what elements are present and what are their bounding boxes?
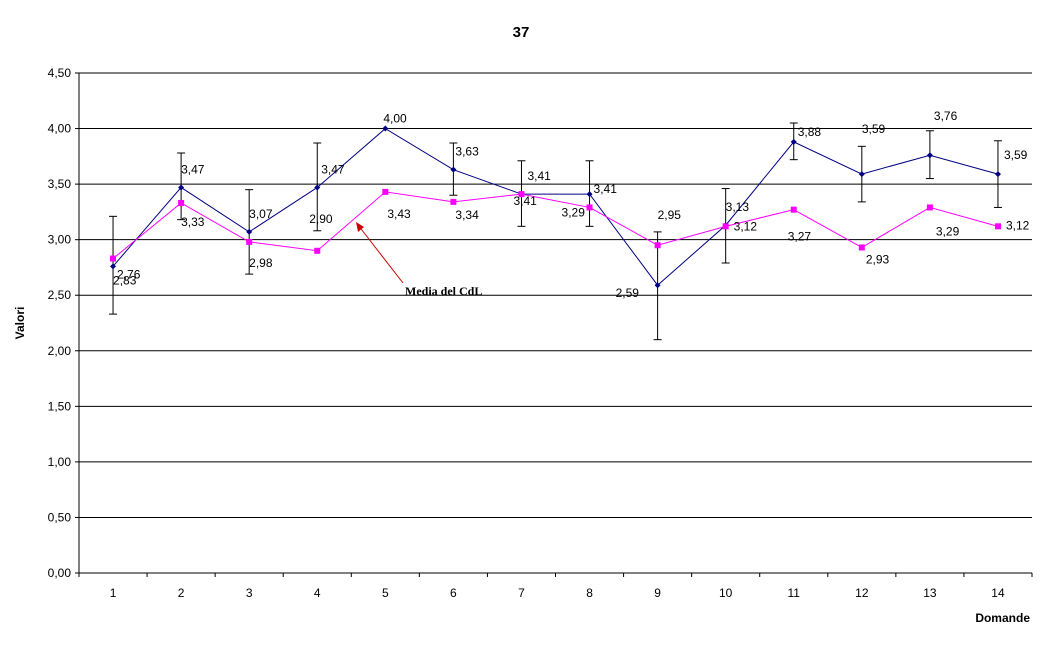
data-point-main bbox=[382, 125, 389, 132]
data-point-media-cdl bbox=[654, 242, 661, 249]
data-point-main bbox=[314, 184, 321, 191]
data-point-main bbox=[178, 184, 185, 191]
y-tick-label: 3,00 bbox=[48, 233, 72, 247]
annotation-arrow-head bbox=[356, 222, 364, 232]
error-bars bbox=[109, 122, 1002, 341]
x-tick-label: 2 bbox=[178, 586, 185, 600]
data-point-main bbox=[926, 152, 933, 159]
data-label-main: 3,07 bbox=[249, 207, 273, 221]
x-tick-label: 12 bbox=[855, 586, 869, 600]
data-label-main: 3,76 bbox=[934, 109, 958, 123]
data-label-main: 3,41 bbox=[527, 169, 551, 183]
data-point-media-cdl bbox=[178, 200, 185, 206]
x-tick-label: 7 bbox=[518, 586, 525, 600]
data-point-main bbox=[858, 171, 865, 178]
data-label-media-cdl: 3,29 bbox=[936, 224, 960, 238]
data-point-media-cdl bbox=[994, 223, 1001, 230]
data-point-main bbox=[246, 228, 253, 235]
y-tick-label: 0,50 bbox=[48, 510, 72, 524]
x-tick-label: 4 bbox=[314, 586, 321, 600]
data-label-media-cdl: 3,29 bbox=[562, 205, 586, 219]
y-axis-label: Valori bbox=[13, 307, 27, 340]
y-tick-label: 4,50 bbox=[48, 66, 72, 80]
data-label-main: 2,59 bbox=[616, 286, 640, 300]
data-label-main: 3,88 bbox=[798, 125, 822, 139]
x-tick-labels: 1 2 3 4 5 6 7 8 9 10 11 12 13 14 bbox=[110, 586, 1005, 600]
data-point-main bbox=[654, 282, 661, 289]
data-label-main: 3,41 bbox=[594, 182, 618, 196]
y-tick-labels: 0,00 0,50 1,00 1,50 2,00 2,50 3,00 3,50 4,00 4,50 bbox=[48, 66, 72, 580]
data-label-media-cdl: 2,95 bbox=[658, 208, 682, 222]
data-label-main: 3,13 bbox=[726, 200, 750, 214]
data-label-media-cdl: 2,98 bbox=[249, 256, 273, 270]
annotation: Media del CdL bbox=[356, 222, 482, 298]
chart-title: 37 bbox=[513, 24, 530, 41]
data-label-main: 3,47 bbox=[321, 162, 345, 176]
x-tick-label: 3 bbox=[246, 586, 253, 600]
x-tick-label: 8 bbox=[586, 586, 593, 600]
data-label-main: 3,59 bbox=[862, 122, 886, 136]
annotation-arrow-line bbox=[357, 224, 404, 284]
data-point-media-cdl bbox=[790, 206, 797, 213]
x-tick-label: 5 bbox=[382, 586, 389, 600]
y-tick-label: 1,00 bbox=[48, 455, 72, 469]
data-label-main: 4,00 bbox=[383, 112, 407, 126]
data-label-main: 3,47 bbox=[181, 162, 205, 176]
x-tick-label: 1 bbox=[110, 586, 117, 600]
grid-lines bbox=[79, 72, 1032, 518]
annotation-text: Media del CdL bbox=[405, 284, 482, 298]
data-label-main: 2,76 bbox=[117, 267, 141, 281]
data-label-media-cdl: 3,12 bbox=[734, 219, 758, 233]
y-tick-label: 0,00 bbox=[48, 566, 72, 580]
y-tick-label: 4,00 bbox=[48, 122, 72, 136]
data-label-media-cdl: 3,27 bbox=[788, 230, 812, 244]
data-point-main bbox=[994, 171, 1001, 178]
x-tick-label: 9 bbox=[654, 586, 661, 600]
series-line-media-cdl bbox=[112, 191, 999, 259]
series-line-main bbox=[112, 127, 999, 286]
data-label-main: 3,63 bbox=[455, 145, 479, 159]
data-label-media-cdl: 3,43 bbox=[387, 207, 411, 221]
data-point-media-cdl bbox=[382, 188, 389, 195]
y-tick-label: 3,50 bbox=[48, 177, 72, 191]
data-label-media-cdl: 3,33 bbox=[181, 215, 205, 229]
data-point-main bbox=[110, 263, 117, 270]
x-tick-label: 13 bbox=[923, 586, 937, 600]
y-tick-label: 1,50 bbox=[48, 399, 72, 413]
data-point-media-cdl bbox=[246, 238, 253, 245]
data-point-media-cdl bbox=[722, 223, 729, 230]
axes bbox=[75, 72, 1033, 577]
x-tick-label: 10 bbox=[719, 586, 733, 600]
data-point-main bbox=[450, 166, 457, 173]
x-tick-label: 6 bbox=[450, 586, 457, 600]
data-point-media-cdl bbox=[926, 204, 933, 211]
x-tick-label: 14 bbox=[991, 586, 1005, 600]
data-label-main: 3,59 bbox=[1004, 148, 1028, 162]
data-point-media-cdl bbox=[314, 247, 321, 254]
data-label-media-cdl: 3,12 bbox=[1006, 218, 1030, 232]
data-label-media-cdl: 2,90 bbox=[309, 212, 333, 226]
x-tick-label: 11 bbox=[788, 586, 801, 600]
data-label-media-cdl: 2,83 bbox=[113, 274, 137, 288]
data-label-media-cdl: 2,93 bbox=[866, 252, 890, 266]
data-label-media-cdl: 3,41 bbox=[513, 194, 537, 208]
data-labels: 2,76 3,47 3,07 3,47 4,00 3,63 3,41 3,41 2,59 3,13… bbox=[113, 109, 1030, 300]
data-point-media-cdl bbox=[586, 204, 593, 211]
data-point-media-cdl bbox=[858, 244, 865, 251]
series-group bbox=[110, 125, 1001, 289]
data-point-main bbox=[790, 138, 797, 145]
data-point-media-cdl bbox=[518, 191, 525, 198]
x-axis-label: Domande bbox=[975, 611, 1030, 625]
data-point-main bbox=[586, 191, 593, 198]
data-point-media-cdl bbox=[450, 198, 457, 205]
y-tick-label: 2,00 bbox=[48, 344, 72, 358]
data-point-media-cdl bbox=[110, 255, 117, 262]
y-tick-label: 2,50 bbox=[48, 288, 72, 302]
data-label-media-cdl: 3,34 bbox=[455, 208, 479, 222]
